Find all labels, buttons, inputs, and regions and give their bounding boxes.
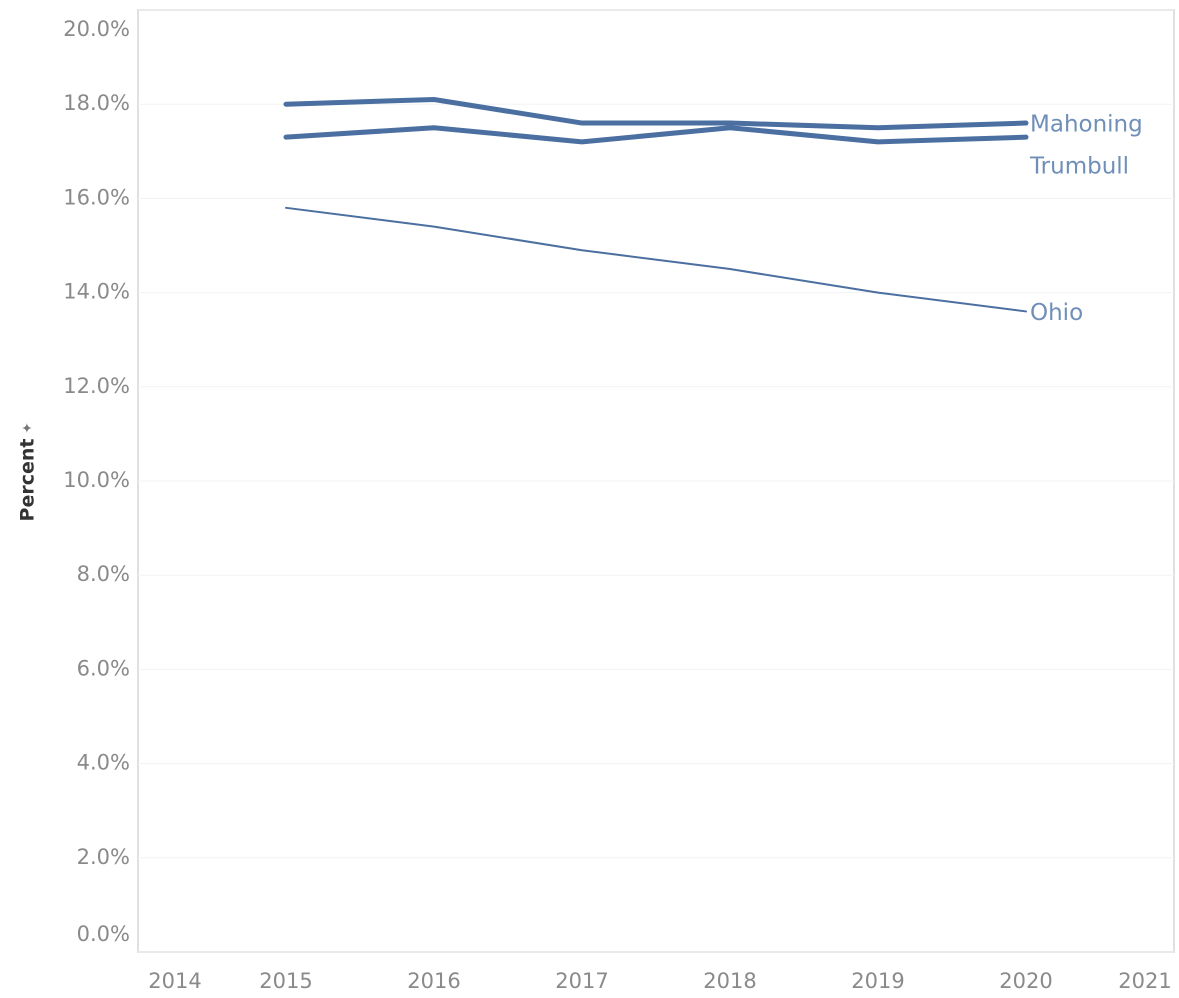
series-label: Mahoning [1030,112,1143,138]
series-line [285,206,1027,313]
x-tick-label: 2015 [259,969,312,993]
y-tick-label: 16.0% [63,185,130,209]
series-line [283,125,1029,145]
series-line [283,96,1029,131]
x-tick-label: 2014 [148,969,201,993]
x-tick-label: 2017 [555,969,608,993]
y-tick-label: 2.0% [77,845,130,869]
x-tick-label: 2021 [1118,969,1171,993]
sort-icon: ✦ [20,422,36,434]
y-tick-label: 8.0% [77,562,130,586]
y-axis-title: Percent [17,439,39,522]
x-tick-label: 2020 [999,969,1052,993]
x-tick-label: 2016 [407,969,460,993]
y-tick-label: 18.0% [63,91,130,115]
series-label: Ohio [1030,300,1083,326]
y-tick-label: 20.0% [63,17,130,41]
x-tick-label: 2019 [851,969,904,993]
series-label: Trumbull [1029,154,1129,180]
y-tick-label: 12.0% [63,374,130,398]
y-axis-title-group: Percent ✦ [17,422,39,522]
y-tick-label: 10.0% [63,468,130,492]
y-tick-label: 4.0% [77,751,130,775]
x-tick-label: 2018 [703,969,756,993]
y-tick-label: 6.0% [77,656,130,680]
y-tick-label: 0.0% [77,922,130,946]
y-tick-label: 14.0% [63,280,130,304]
